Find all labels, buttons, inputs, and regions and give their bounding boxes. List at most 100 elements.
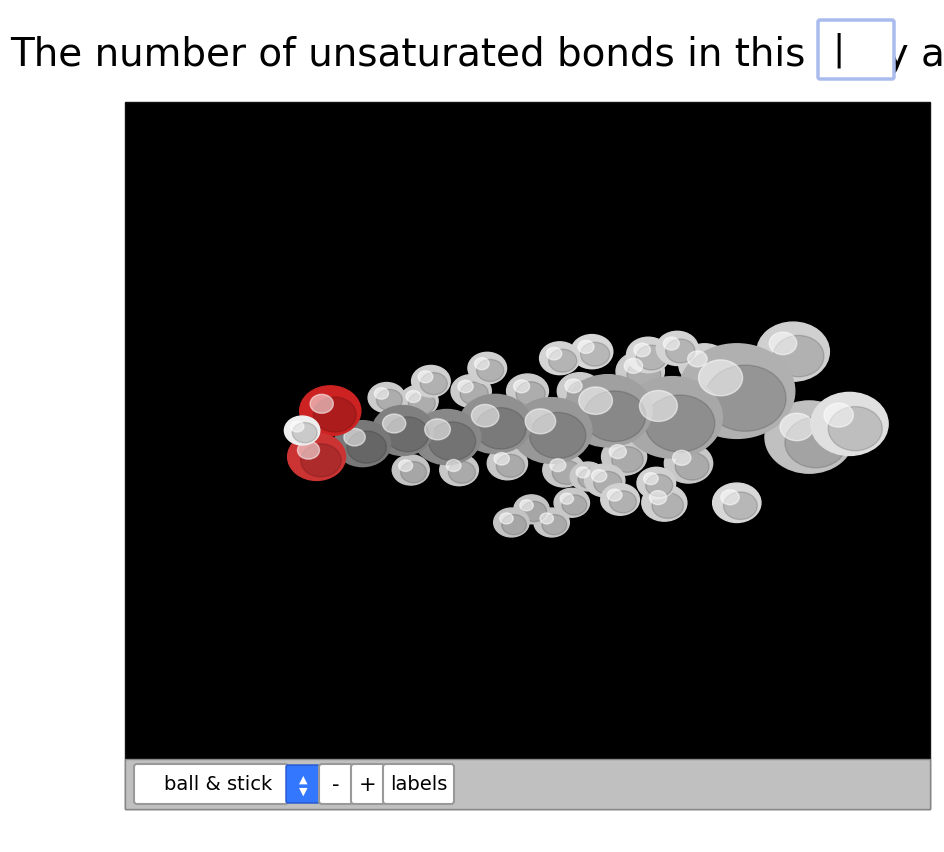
FancyBboxPatch shape bbox=[351, 764, 385, 804]
Circle shape bbox=[581, 343, 610, 366]
Circle shape bbox=[375, 389, 389, 400]
Bar bbox=[125, 103, 930, 809]
Circle shape bbox=[447, 460, 461, 472]
Text: +: + bbox=[359, 774, 377, 794]
Circle shape bbox=[627, 361, 661, 389]
Circle shape bbox=[713, 483, 761, 523]
Circle shape bbox=[413, 410, 480, 465]
Text: ball & stick: ball & stick bbox=[164, 774, 273, 793]
Circle shape bbox=[828, 407, 883, 452]
Circle shape bbox=[499, 514, 514, 524]
Circle shape bbox=[656, 332, 699, 366]
Circle shape bbox=[646, 475, 673, 497]
Circle shape bbox=[679, 344, 795, 439]
Circle shape bbox=[645, 395, 715, 452]
Text: -: - bbox=[332, 774, 340, 794]
Text: The number of unsaturated bonds in this fatty acid is: The number of unsaturated bonds in this … bbox=[10, 36, 944, 74]
Circle shape bbox=[609, 445, 627, 459]
Circle shape bbox=[579, 388, 613, 415]
Circle shape bbox=[284, 417, 320, 446]
Circle shape bbox=[501, 515, 527, 535]
Text: |: | bbox=[832, 32, 844, 68]
Circle shape bbox=[393, 455, 430, 486]
Circle shape bbox=[565, 379, 582, 394]
Circle shape bbox=[636, 346, 666, 371]
Circle shape bbox=[386, 417, 429, 452]
Circle shape bbox=[540, 343, 580, 375]
Circle shape bbox=[607, 490, 622, 502]
Circle shape bbox=[334, 421, 391, 467]
Circle shape bbox=[622, 377, 722, 458]
Circle shape bbox=[520, 500, 533, 511]
Circle shape bbox=[690, 354, 727, 383]
Circle shape bbox=[699, 360, 743, 396]
Circle shape bbox=[507, 375, 548, 409]
Circle shape bbox=[769, 333, 797, 355]
Circle shape bbox=[642, 485, 687, 521]
Circle shape bbox=[601, 439, 647, 475]
Circle shape bbox=[570, 463, 606, 492]
Circle shape bbox=[368, 383, 405, 413]
Circle shape bbox=[471, 405, 499, 428]
Circle shape bbox=[494, 453, 510, 465]
Circle shape bbox=[477, 360, 504, 382]
Circle shape bbox=[652, 493, 683, 519]
Circle shape bbox=[398, 460, 413, 472]
Circle shape bbox=[547, 348, 562, 360]
Circle shape bbox=[420, 373, 447, 395]
Circle shape bbox=[811, 393, 888, 456]
Circle shape bbox=[765, 401, 853, 474]
Circle shape bbox=[675, 453, 709, 481]
Circle shape bbox=[567, 382, 599, 407]
Circle shape bbox=[560, 493, 574, 504]
Circle shape bbox=[400, 462, 427, 483]
Circle shape bbox=[288, 434, 346, 481]
Circle shape bbox=[460, 383, 488, 406]
Circle shape bbox=[624, 359, 643, 374]
Circle shape bbox=[562, 495, 587, 515]
Circle shape bbox=[475, 358, 489, 371]
Circle shape bbox=[476, 408, 526, 450]
Circle shape bbox=[564, 375, 652, 447]
Circle shape bbox=[721, 490, 739, 505]
Circle shape bbox=[494, 509, 529, 538]
Circle shape bbox=[583, 391, 646, 442]
Circle shape bbox=[576, 468, 590, 478]
Circle shape bbox=[644, 473, 658, 485]
Circle shape bbox=[448, 462, 476, 484]
Circle shape bbox=[293, 423, 317, 443]
FancyBboxPatch shape bbox=[319, 764, 353, 804]
Circle shape bbox=[664, 337, 680, 351]
Circle shape bbox=[542, 515, 566, 535]
Circle shape bbox=[534, 509, 569, 538]
Circle shape bbox=[554, 489, 589, 518]
Circle shape bbox=[773, 336, 824, 377]
Circle shape bbox=[612, 447, 643, 473]
Circle shape bbox=[300, 444, 341, 477]
Circle shape bbox=[824, 404, 853, 428]
Circle shape bbox=[429, 423, 476, 461]
Circle shape bbox=[440, 455, 479, 486]
Circle shape bbox=[412, 366, 450, 398]
FancyBboxPatch shape bbox=[286, 765, 320, 803]
Circle shape bbox=[666, 340, 695, 364]
Circle shape bbox=[672, 451, 691, 466]
Circle shape bbox=[578, 469, 603, 489]
Circle shape bbox=[347, 431, 386, 463]
Circle shape bbox=[637, 468, 676, 499]
Circle shape bbox=[291, 422, 304, 433]
Circle shape bbox=[594, 472, 622, 495]
Circle shape bbox=[665, 444, 713, 483]
Circle shape bbox=[578, 341, 594, 354]
Circle shape bbox=[514, 495, 549, 524]
FancyBboxPatch shape bbox=[818, 21, 894, 80]
Circle shape bbox=[723, 492, 757, 520]
FancyBboxPatch shape bbox=[383, 764, 454, 804]
Text: labels: labels bbox=[390, 774, 447, 793]
Circle shape bbox=[550, 459, 565, 472]
Circle shape bbox=[344, 429, 365, 446]
Circle shape bbox=[418, 371, 433, 383]
Circle shape bbox=[297, 441, 319, 459]
Circle shape bbox=[514, 380, 530, 394]
Circle shape bbox=[425, 419, 450, 440]
